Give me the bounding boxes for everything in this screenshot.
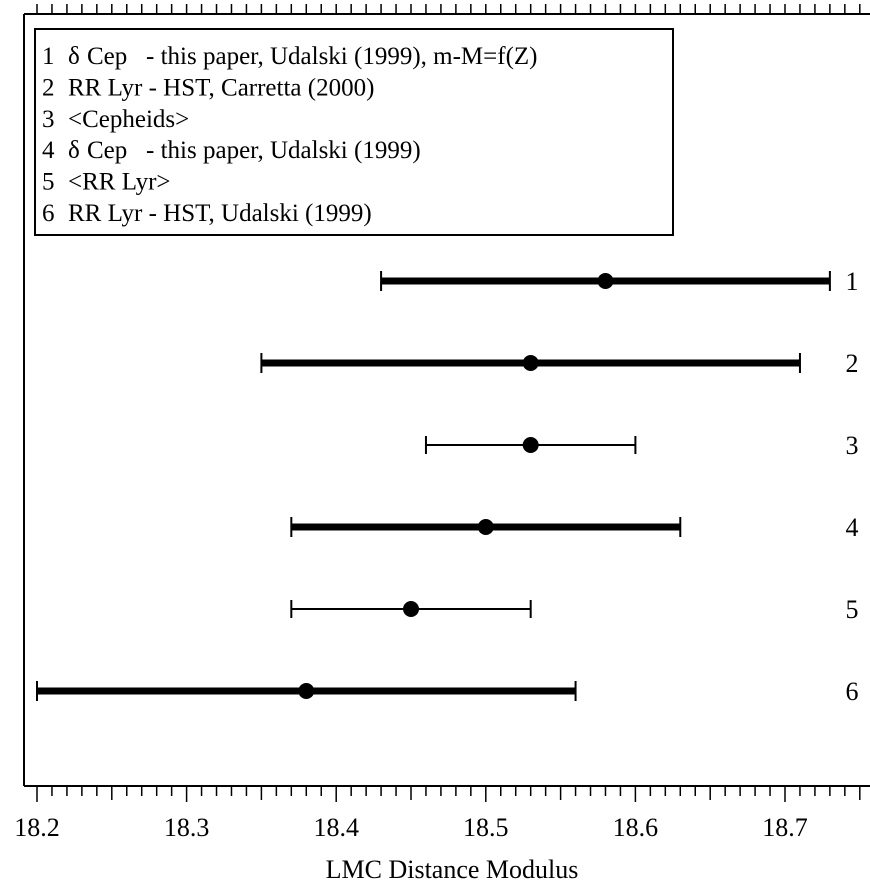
legend-item-text: Cep - this paper, Udalski (1999) (87, 137, 421, 164)
legend-item-text: Cep - this paper, Udalski (1999), m-M=f(… (87, 43, 538, 70)
row-label: 2 (846, 349, 859, 378)
legend-item-text: <Cepheids> (68, 106, 189, 133)
legend-item-symbol: δ (68, 43, 80, 70)
data-point-2 (522, 355, 539, 371)
x-tick-label: 18.6 (613, 813, 659, 842)
x-tick-label: 18.7 (762, 813, 808, 842)
data-point-5 (403, 601, 419, 617)
x-axis-label: LMC Distance Modulus (326, 855, 579, 884)
x-tick-label: 18.4 (313, 813, 359, 842)
data-point-1 (597, 273, 614, 289)
x-tick-label: 18.3 (164, 813, 210, 842)
legend-item-text: <RR Lyr> (68, 169, 171, 196)
legend-item-text: RR Lyr - HST, Carretta (2000) (68, 74, 374, 101)
legend-item-number: 2 (42, 74, 55, 101)
data-point-6 (298, 683, 315, 699)
data-marks: 1 2 3 4 5 6 (36, 267, 859, 706)
legend-item-number: 4 (42, 137, 55, 164)
legend-box (34, 28, 674, 236)
legend-item-number: 1 (42, 43, 55, 70)
row-label: 3 (846, 431, 859, 460)
x-tick-label: 18.5 (463, 813, 509, 842)
row-label: 4 (846, 513, 859, 542)
legend-item-number: 6 (42, 200, 55, 227)
legend-item-number: 5 (42, 169, 55, 196)
axes: 18.2 18.3 18.4 18.5 18.6 18.7 (14, 4, 870, 842)
data-point-3 (522, 437, 539, 453)
data-point-4 (477, 519, 494, 535)
row-label: 5 (846, 595, 859, 624)
legend: 1 δ Cep - this paper, Udalski (1999), m-M=… (34, 28, 674, 236)
legend-item-text: RR Lyr - HST, Udalski (1999) (68, 200, 372, 227)
legend-item-number: 3 (42, 106, 55, 133)
row-label: 6 (846, 677, 859, 706)
row-label: 1 (846, 267, 859, 296)
x-tick-label: 18.2 (14, 813, 60, 842)
legend-item-symbol: δ (68, 137, 80, 164)
